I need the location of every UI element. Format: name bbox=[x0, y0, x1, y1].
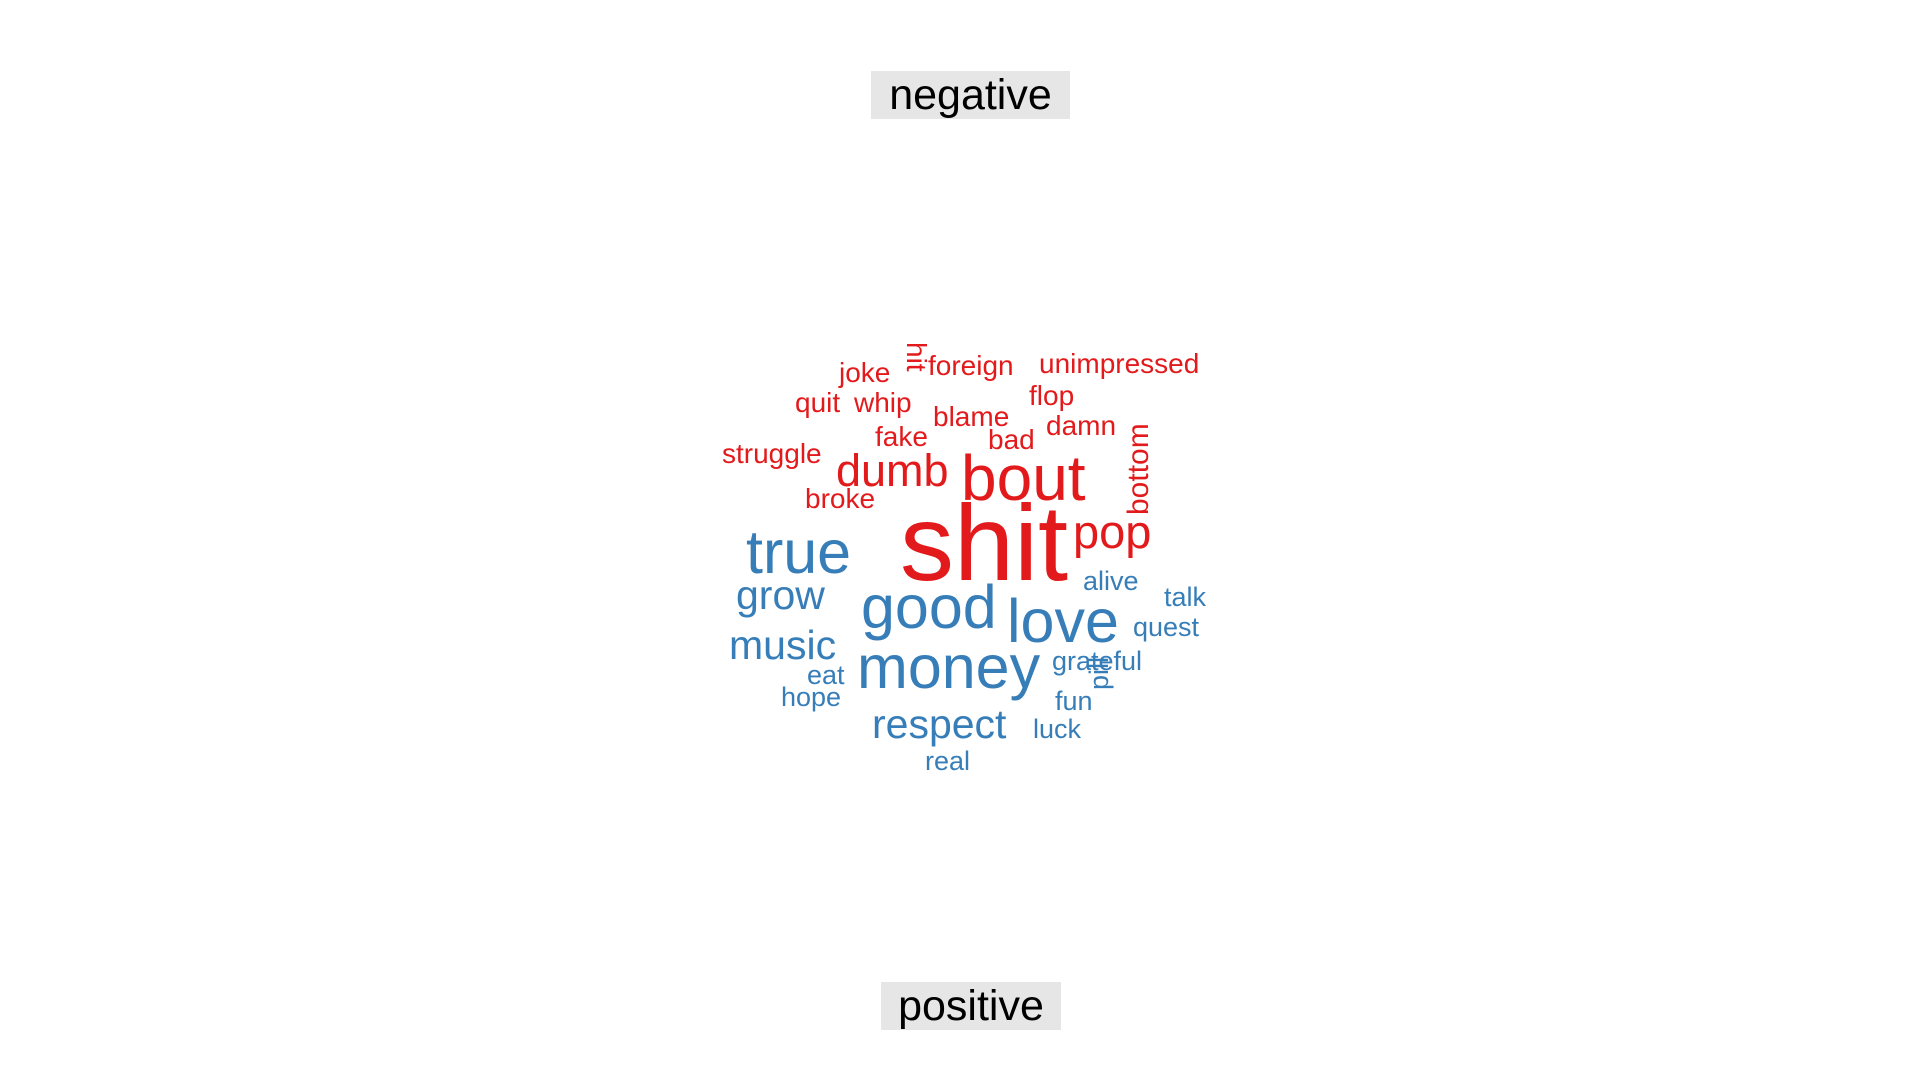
word-foreign: foreign bbox=[928, 350, 1014, 381]
word-fake: fake bbox=[875, 421, 928, 452]
word-hit: hit bbox=[901, 342, 932, 372]
negative-group-label: negative bbox=[871, 71, 1070, 119]
word-music: music bbox=[729, 622, 836, 668]
word-bottom: bottom bbox=[1122, 423, 1155, 515]
word-pill: pill bbox=[1084, 657, 1114, 690]
word-respect: respect bbox=[872, 701, 1007, 747]
word-unimpressed: unimpressed bbox=[1039, 348, 1199, 379]
word-fun: fun bbox=[1055, 686, 1093, 716]
positive-group-label: positive bbox=[881, 982, 1061, 1030]
word-hope: hope bbox=[781, 682, 841, 712]
word-grow: grow bbox=[736, 572, 825, 618]
word-luck: luck bbox=[1033, 714, 1082, 744]
word-eat: eat bbox=[807, 660, 845, 690]
word-money: money bbox=[857, 633, 1041, 701]
word-grateful: grateful bbox=[1052, 646, 1142, 676]
word-bout: bout bbox=[961, 442, 1086, 514]
word-dumb: dumb bbox=[836, 445, 949, 496]
word-damn: damn bbox=[1046, 410, 1116, 441]
word-alive: alive bbox=[1083, 566, 1139, 596]
word-quit: quit bbox=[795, 387, 840, 418]
word-love: love bbox=[1007, 587, 1119, 655]
word-joke: joke bbox=[838, 357, 890, 388]
word-whip: whip bbox=[853, 387, 912, 418]
word-blame: blame bbox=[933, 401, 1009, 432]
word-good: good bbox=[861, 573, 997, 641]
word-talk: talk bbox=[1164, 582, 1207, 612]
word-pop: pop bbox=[1073, 505, 1151, 558]
word-flop: flop bbox=[1029, 380, 1074, 411]
word-struggle: struggle bbox=[722, 438, 822, 469]
word-shit: shit bbox=[900, 482, 1068, 603]
word-real: real bbox=[925, 746, 970, 776]
word-true: true bbox=[746, 518, 851, 586]
word-bad: bad bbox=[988, 424, 1035, 455]
word-broke: broke bbox=[805, 483, 875, 514]
word-quest: quest bbox=[1133, 612, 1200, 642]
